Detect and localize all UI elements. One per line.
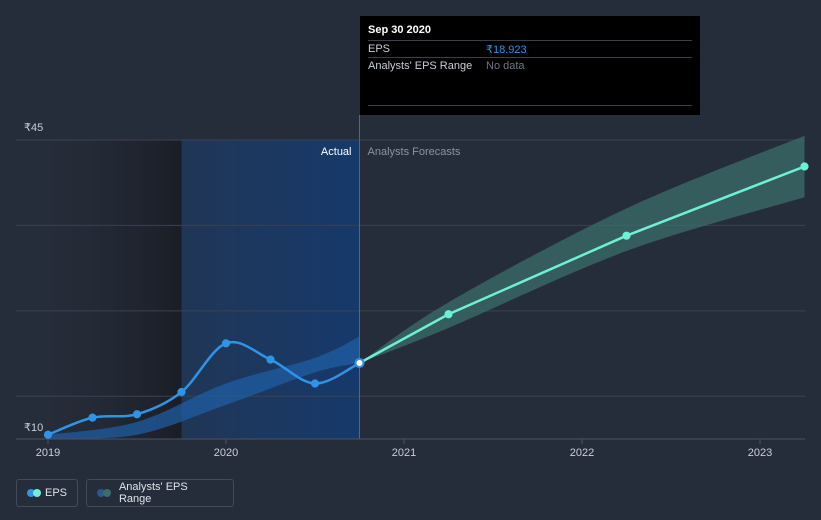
tooltip-range-value: No data <box>486 60 525 72</box>
y-axis-ticks: ₹45 ₹10 <box>24 122 43 434</box>
x-tick-label: 2020 <box>214 447 238 459</box>
forecast-eps-range-band <box>359 135 805 363</box>
eps-swatch-icon <box>27 489 41 497</box>
range-swatch-icon <box>97 489 111 497</box>
tooltip-eps-label: EPS <box>368 43 391 55</box>
tooltip-range-label: Analysts' EPS Range <box>368 60 473 72</box>
forecast-point[interactable] <box>444 310 453 319</box>
past-shade <box>16 140 182 439</box>
x-tick-label: 2022 <box>570 447 594 459</box>
eps-line <box>47 340 361 436</box>
x-tick-label: 2019 <box>36 447 60 459</box>
forecast-point[interactable] <box>800 162 809 171</box>
tooltip-range-row: Analysts' EPS Range No data <box>368 57 692 75</box>
eps-point[interactable] <box>266 355 275 364</box>
tooltip-eps-value: ₹18.923 <box>486 44 527 56</box>
tooltip-eps-row: EPS ₹18.923 <box>368 40 692 58</box>
forecast-label: Analysts Forecasts <box>368 146 461 158</box>
legend-eps-label: EPS <box>44 487 67 499</box>
actual-label: Actual <box>321 146 352 158</box>
x-tick-label: 2021 <box>392 447 416 459</box>
eps-point[interactable] <box>132 410 142 419</box>
y-tick-label: ₹10 <box>24 422 43 434</box>
forecast-point[interactable] <box>622 231 631 240</box>
eps-forecast-line <box>358 165 805 365</box>
eps-point[interactable] <box>43 430 53 439</box>
eps-point[interactable] <box>88 413 97 422</box>
tooltip: Sep 30 2020 EPS ₹18.923 Analysts' EPS Ra… <box>360 16 700 115</box>
legend-range-button[interactable]: Analysts' EPS Range <box>86 479 234 507</box>
eps-point[interactable] <box>310 379 320 388</box>
series-lines <box>47 165 805 436</box>
bands <box>48 135 805 439</box>
tooltip-date: Sep 30 2020 <box>368 24 431 36</box>
x-tick-label: 2023 <box>748 447 772 459</box>
series-points[interactable] <box>43 162 809 439</box>
eps-point[interactable] <box>177 387 186 397</box>
tooltip-divider <box>368 105 692 106</box>
actual-region <box>181 140 360 439</box>
eps-point[interactable] <box>354 357 365 368</box>
y-tick-label: ₹45 <box>24 122 43 134</box>
legend-range-label: Analysts' EPS Range <box>118 481 188 505</box>
eps-point[interactable] <box>221 339 231 348</box>
eps-chart: ₹45 ₹10 2019 2020 2021 2022 2023 Actual Analy… <box>16 115 809 459</box>
x-axis-ticks: 2019 2020 2021 2022 2023 <box>36 439 772 459</box>
legend-eps-button[interactable]: EPS <box>16 479 78 507</box>
